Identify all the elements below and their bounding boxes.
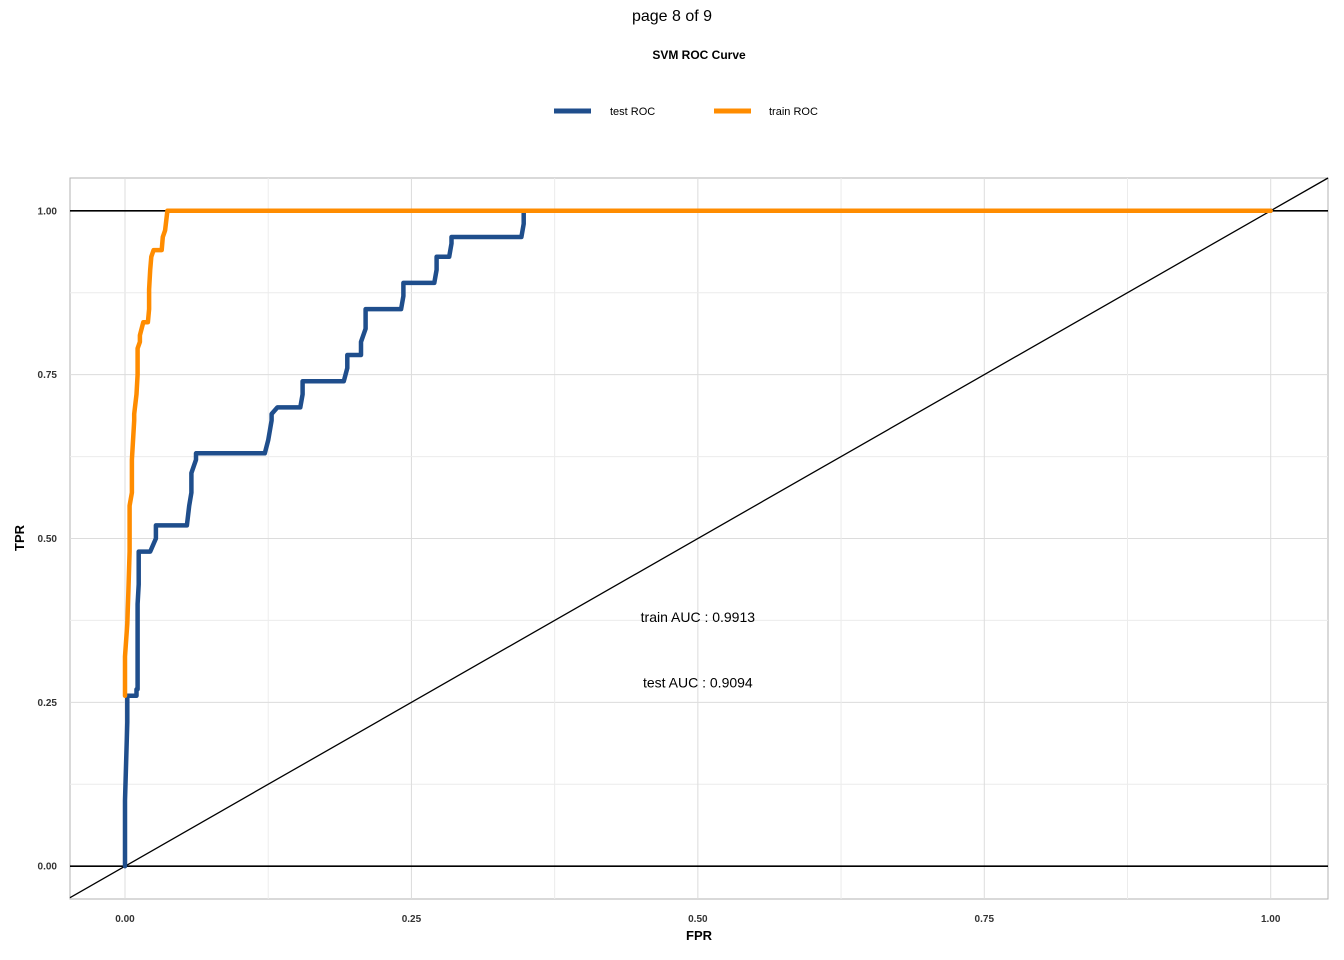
x-tick-label: 1.00 [1261, 914, 1281, 925]
y-tick-label: 0.25 [38, 698, 58, 709]
x-tick-label: 0.50 [688, 914, 708, 925]
x-tick-label: 0.75 [975, 914, 995, 925]
series-line-train-roc [122, 208, 1273, 699]
train-auc-annotation: train AUC : 0.9913 [641, 609, 756, 625]
x-tick-label: 0.25 [402, 914, 422, 925]
x-axis-title: FPR [686, 928, 713, 943]
legend-label-test-roc: test ROC [610, 106, 655, 118]
y-tick-label: 0.75 [38, 370, 58, 381]
page-label: page 8 of 9 [632, 8, 712, 25]
y-tick-label: 1.00 [38, 206, 58, 217]
x-tick-label: 0.00 [115, 914, 135, 925]
tick-labels: 0.00 0.25 0.50 0.75 1.00 0.00 0.25 0.50 0.75 1.00 [38, 206, 1281, 925]
y-tick-label: 0.00 [38, 862, 58, 873]
series [122, 208, 1273, 869]
diagonal-chance-line [69, 177, 1329, 899]
test-auc-annotation: test AUC : 0.9094 [643, 675, 753, 691]
chart-title: SVM ROC Curve [652, 48, 746, 62]
grid [70, 178, 1328, 899]
y-axis-title: TPR [12, 524, 27, 551]
legend-label-train-roc: train ROC [769, 106, 818, 118]
annotations: train AUC : 0.9913 test AUC : 0.9094 [641, 609, 756, 691]
y-tick-label: 0.50 [38, 534, 58, 545]
series-line-test-roc [122, 208, 1273, 869]
legend: test ROC train ROC [554, 106, 818, 118]
